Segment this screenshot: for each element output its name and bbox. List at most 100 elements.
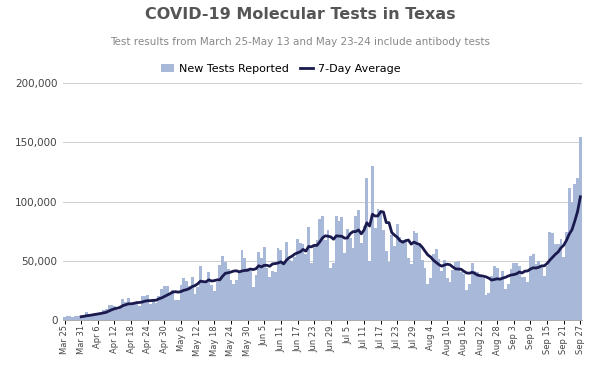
Bar [421, 260, 424, 320]
Bar [268, 277, 271, 320]
Bar [121, 299, 124, 320]
Bar [310, 263, 313, 320]
Bar [177, 300, 179, 320]
Bar [155, 303, 157, 320]
Bar [249, 271, 252, 320]
Bar [313, 246, 316, 320]
Bar [565, 232, 568, 320]
Bar [515, 263, 518, 320]
Bar [172, 290, 174, 320]
Bar [326, 230, 329, 320]
Bar [99, 313, 102, 320]
Bar [244, 259, 246, 320]
Bar [285, 242, 288, 320]
Bar [538, 261, 540, 320]
Bar [302, 244, 304, 320]
Bar [352, 248, 355, 320]
Bar [410, 264, 413, 320]
Bar [509, 269, 512, 320]
Bar [91, 314, 94, 320]
Bar [490, 276, 493, 320]
Bar [319, 219, 321, 320]
Bar [138, 306, 141, 320]
Bar [260, 258, 263, 320]
Bar [496, 268, 499, 320]
Bar [290, 261, 293, 320]
Bar [102, 310, 105, 320]
Bar [105, 309, 107, 320]
Bar [399, 237, 401, 320]
Bar [238, 273, 241, 320]
Bar [213, 291, 215, 320]
Bar [332, 263, 335, 320]
Bar [338, 221, 340, 320]
Bar [252, 288, 254, 320]
Bar [471, 263, 473, 320]
Bar [362, 226, 365, 320]
Bar [574, 184, 576, 320]
Bar [360, 243, 362, 320]
Bar [152, 301, 155, 320]
Bar [77, 316, 80, 320]
Bar [396, 224, 399, 320]
Bar [407, 258, 410, 320]
Bar [377, 209, 379, 320]
Bar [271, 271, 274, 320]
Bar [293, 257, 296, 320]
Bar [163, 286, 166, 320]
Bar [435, 249, 437, 320]
Bar [179, 285, 182, 320]
Bar [196, 287, 199, 320]
Legend: New Tests Reported, 7-Day Average: New Tests Reported, 7-Day Average [157, 59, 404, 78]
Bar [94, 313, 97, 320]
Bar [202, 281, 205, 320]
Bar [385, 252, 388, 320]
Bar [149, 304, 152, 320]
Bar [571, 202, 574, 320]
Bar [133, 303, 135, 320]
Bar [141, 296, 143, 320]
Bar [288, 260, 290, 320]
Bar [368, 261, 371, 320]
Bar [316, 240, 319, 320]
Bar [504, 289, 507, 320]
Bar [71, 317, 74, 320]
Bar [146, 295, 149, 320]
Bar [257, 252, 260, 320]
Bar [241, 250, 244, 320]
Bar [487, 293, 490, 320]
Bar [343, 253, 346, 320]
Bar [215, 282, 218, 320]
Bar [468, 284, 471, 320]
Bar [63, 318, 66, 320]
Bar [457, 261, 460, 320]
Bar [473, 271, 476, 320]
Bar [507, 284, 509, 320]
Bar [304, 254, 307, 320]
Bar [371, 166, 374, 320]
Bar [551, 233, 554, 320]
Bar [174, 301, 177, 320]
Bar [463, 275, 465, 320]
Bar [579, 137, 582, 320]
Bar [424, 268, 427, 320]
Bar [493, 266, 496, 320]
Bar [374, 228, 377, 320]
Bar [166, 286, 169, 320]
Bar [521, 277, 524, 320]
Bar [443, 260, 446, 320]
Bar [526, 282, 529, 320]
Bar [482, 278, 485, 320]
Bar [502, 270, 504, 320]
Bar [80, 317, 83, 320]
Bar [227, 269, 230, 320]
Bar [185, 281, 188, 320]
Bar [329, 268, 332, 320]
Bar [479, 276, 482, 320]
Bar [382, 230, 385, 320]
Bar [191, 277, 194, 320]
Bar [221, 256, 224, 320]
Bar [460, 272, 463, 320]
Bar [263, 247, 266, 320]
Bar [130, 305, 133, 320]
